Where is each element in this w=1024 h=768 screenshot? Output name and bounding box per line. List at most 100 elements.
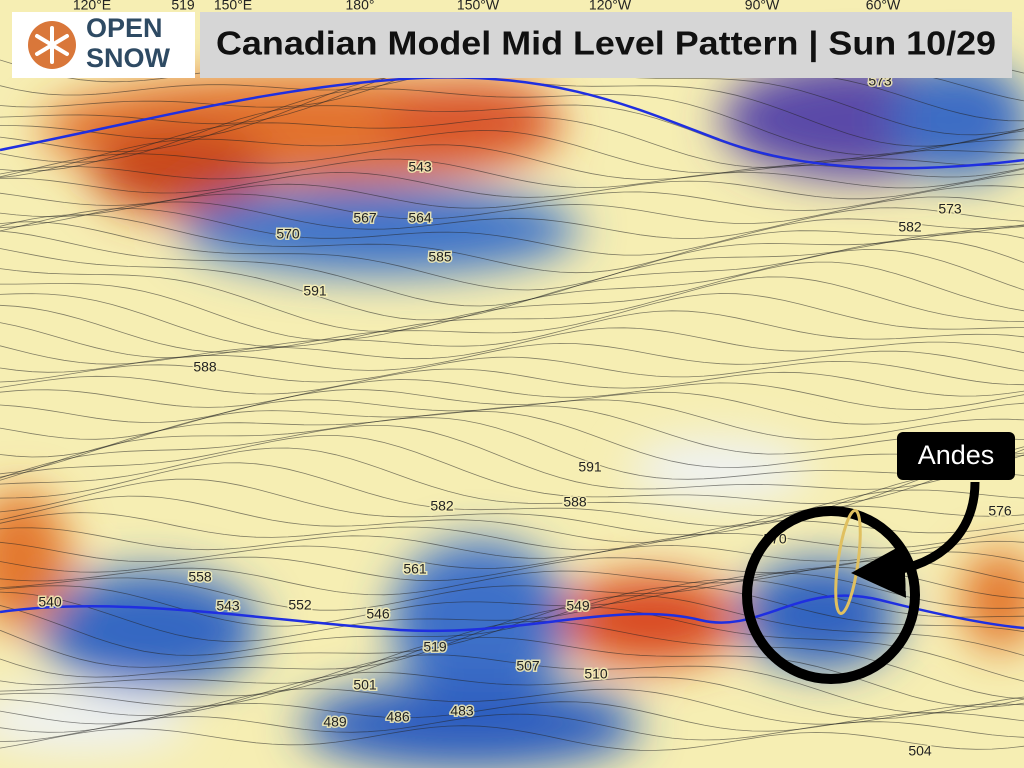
cold-anomaly [300, 680, 640, 768]
contour-line [0, 276, 1024, 348]
contour-line [0, 158, 1024, 189]
contour-label: 546 [366, 606, 390, 622]
contour-line [0, 293, 1024, 353]
longitude-label: 60°W [866, 0, 901, 13]
contour-line [0, 342, 1024, 373]
contour-line [0, 116, 1024, 172]
contour-lines [0, 32, 1024, 751]
warm-anomaly [0, 490, 70, 630]
contour-label: 567 [353, 210, 377, 226]
contour-label: 540 [38, 594, 62, 610]
contour-label: 561 [403, 561, 427, 577]
contour-line [0, 88, 1024, 156]
contour-line [0, 447, 1024, 517]
contour-line [0, 193, 1024, 224]
reference-contour [0, 76, 1024, 170]
logo-text: OPEN [86, 13, 163, 43]
contour-label: 507 [516, 658, 540, 674]
contour-line [0, 144, 1024, 180]
longitude-label: 519 [171, 0, 195, 13]
cold-anomaly [40, 570, 260, 690]
contour-label: 582 [898, 219, 922, 235]
contour-label: 588 [563, 494, 587, 510]
contour-label: 504 [908, 743, 932, 759]
contour-line [0, 201, 1024, 240]
longitude-label: 150°E [214, 0, 252, 13]
contour-line [0, 261, 1024, 341]
contour-label: 549 [566, 598, 590, 614]
contour-label: 543 [408, 159, 432, 175]
contour-label: 585 [428, 249, 452, 265]
contour-label: 564 [408, 210, 432, 226]
contour-label: 510 [584, 666, 608, 682]
warm-anomaly [380, 80, 560, 160]
title: Canadian Model Mid Level Pattern | Sun 1… [216, 25, 996, 62]
annotation-box [897, 432, 1015, 480]
contour-line [0, 214, 1024, 274]
longitude-label: 120°W [589, 0, 632, 13]
longitude-labels: 120°E 519 150°E 180° 150°W 120°W 90°W 60°W [73, 0, 901, 13]
reference-contour [0, 594, 1024, 633]
contour-line [0, 389, 1024, 425]
neutral-area [630, 440, 810, 500]
contour-line [0, 417, 1024, 481]
contour-line [0, 606, 1024, 682]
contour-label: 588 [193, 359, 217, 375]
longitude-label: 180° [346, 0, 375, 13]
contour-line [0, 104, 1024, 163]
logo-text: SNOW [86, 43, 171, 73]
contour-label: 486 [386, 709, 410, 725]
contour-line [0, 512, 1024, 551]
contour-line [0, 171, 1024, 200]
warm-anomaly [90, 125, 270, 215]
contour-line [0, 425, 1024, 490]
contour-line [0, 356, 1024, 386]
contour-label: 570 [276, 226, 300, 242]
contour-label: 591 [303, 283, 327, 299]
contour-label: 576 [988, 503, 1012, 519]
contour-line [0, 207, 1024, 256]
contour-label: 519 [423, 639, 447, 655]
longitude-label: 150°W [457, 0, 500, 13]
neutral-area [0, 690, 190, 750]
contour-line [0, 725, 1024, 751]
contour-label: 582 [430, 498, 454, 514]
contour-label: 558 [188, 569, 212, 585]
contour-line [0, 462, 1024, 527]
contour-line [0, 620, 1024, 700]
contour-label: 483 [450, 703, 474, 719]
contour-line [0, 399, 1024, 440]
contour-line [0, 405, 1024, 458]
contour-label: 552 [288, 597, 312, 613]
annotation-label: Andes [918, 440, 995, 470]
contour-label: 543 [216, 598, 240, 614]
contour-line [0, 585, 1024, 656]
contour-line [0, 478, 1024, 536]
contour-line [0, 654, 1024, 714]
contour-line [0, 671, 1024, 720]
contour-line [0, 435, 1024, 505]
contour-line [0, 701, 1024, 733]
contour-line [0, 495, 1024, 543]
contour-label: 501 [353, 677, 377, 693]
contour-line [0, 410, 1024, 475]
contour-label: 591 [578, 459, 602, 475]
contour-line [0, 368, 1024, 397]
contour-line [0, 239, 1024, 321]
contour-label: 489 [323, 714, 347, 730]
annotation-arrow [851, 481, 980, 598]
contour-line [0, 379, 1024, 410]
contour-line [0, 221, 1024, 291]
contour-label: 573 [938, 201, 962, 217]
longitude-label: 90°W [745, 0, 780, 13]
contour-line [0, 713, 1024, 742]
logo-snowflake [35, 26, 69, 64]
contour-line [0, 230, 1024, 307]
title-bar [200, 12, 1012, 78]
highlight-circle [742, 506, 920, 684]
contour-line [0, 249, 1024, 332]
contour-line [0, 130, 1024, 178]
contour-line [0, 327, 1024, 365]
cold-anomaly [180, 185, 580, 275]
